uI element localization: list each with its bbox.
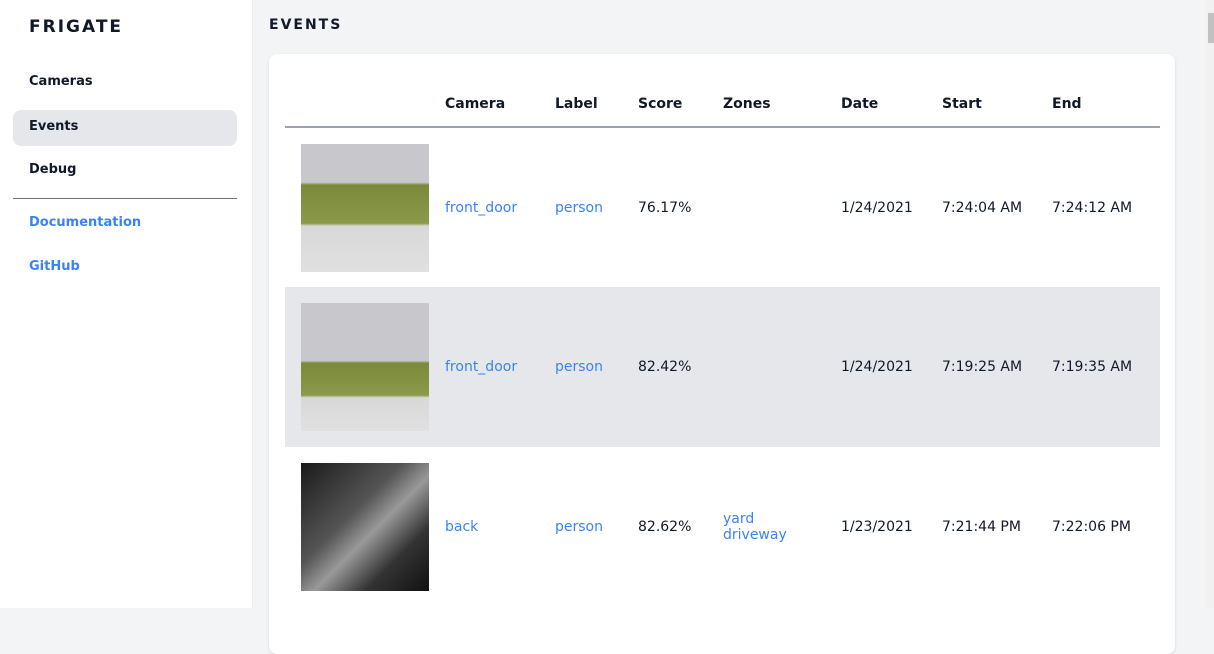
camera-link[interactable]: back bbox=[445, 519, 479, 535]
sidebar-item-events[interactable]: Events bbox=[13, 110, 237, 146]
header-camera: Camera bbox=[445, 70, 555, 128]
sidebar: FRIGATE Cameras Events Debug Documentati… bbox=[0, 0, 253, 608]
date-cell: 1/24/2021 bbox=[841, 287, 942, 447]
header-label: Label bbox=[555, 70, 638, 128]
thumbnail-cell bbox=[285, 447, 445, 607]
github-link[interactable]: GitHub bbox=[29, 259, 80, 274]
table-row[interactable]: back person 82.62% yard driveway 1/23/202… bbox=[285, 447, 1160, 607]
label-link[interactable]: person bbox=[555, 199, 603, 216]
start-cell: 7:24:04 AM bbox=[942, 199, 1023, 216]
start-cell: 7:19:25 AM bbox=[942, 287, 1052, 447]
page-title: EVENTS bbox=[269, 17, 343, 33]
zone-link[interactable]: yard bbox=[723, 511, 755, 527]
zones-cell bbox=[723, 127, 841, 287]
start-cell: 7:21:44 PM bbox=[942, 519, 1021, 535]
camera-cell: back bbox=[445, 447, 555, 607]
label-cell: person bbox=[555, 287, 638, 447]
scrollbar-thumb[interactable] bbox=[1208, 13, 1214, 43]
label-link[interactable]: person bbox=[555, 359, 603, 375]
header-start: Start bbox=[942, 70, 1052, 128]
header-zones: Zones bbox=[723, 70, 841, 128]
score-cell: 76.17% bbox=[638, 199, 692, 216]
label-cell: person bbox=[555, 447, 638, 607]
thumbnail-cell bbox=[285, 127, 445, 287]
event-thumbnail[interactable] bbox=[301, 303, 429, 431]
event-thumbnail[interactable] bbox=[301, 143, 429, 272]
camera-cell: front_door bbox=[445, 127, 555, 287]
date-cell: 1/24/2021 bbox=[841, 199, 913, 216]
header-score: Score bbox=[638, 70, 723, 128]
header-thumbnail bbox=[285, 70, 445, 128]
table-row[interactable]: front_door person 76.17% 1/24/2021 7:24:… bbox=[285, 127, 1160, 287]
camera-link[interactable]: front_door bbox=[445, 359, 518, 375]
events-card: Camera Label Score Zones Date Start End … bbox=[269, 54, 1175, 654]
camera-link[interactable]: front_door bbox=[445, 199, 518, 216]
table-row[interactable]: front_door person 82.42% 1/24/2021 7:19:… bbox=[285, 287, 1160, 447]
end-cell: 7:24:12 AM bbox=[1052, 199, 1133, 216]
end-cell: 7:19:35 AM bbox=[1052, 287, 1160, 447]
label-link[interactable]: person bbox=[555, 519, 603, 535]
sidebar-divider bbox=[13, 198, 237, 199]
score-cell: 82.42% bbox=[638, 287, 723, 447]
camera-cell: front_door bbox=[445, 287, 555, 447]
thumbnail-cell bbox=[285, 287, 445, 447]
zones-cell: yard driveway bbox=[723, 447, 841, 607]
label-cell: person bbox=[555, 127, 638, 287]
header-date: Date bbox=[841, 70, 942, 128]
brand-logo: FRIGATE bbox=[29, 17, 124, 37]
end-cell: 7:22:06 PM bbox=[1052, 519, 1131, 535]
score-cell: 82.62% bbox=[638, 519, 692, 535]
zones-cell bbox=[723, 287, 841, 447]
event-thumbnail[interactable] bbox=[301, 463, 429, 591]
date-cell: 1/23/2021 bbox=[841, 519, 913, 535]
header-end: End bbox=[1052, 70, 1160, 128]
documentation-link[interactable]: Documentation bbox=[29, 215, 142, 230]
sidebar-item-debug[interactable]: Debug bbox=[29, 162, 77, 177]
sidebar-item-cameras[interactable]: Cameras bbox=[29, 74, 93, 89]
events-table: Camera Label Score Zones Date Start End … bbox=[285, 70, 1160, 607]
scrollbar[interactable] bbox=[1206, 0, 1214, 608]
zone-link[interactable]: driveway bbox=[723, 527, 787, 543]
